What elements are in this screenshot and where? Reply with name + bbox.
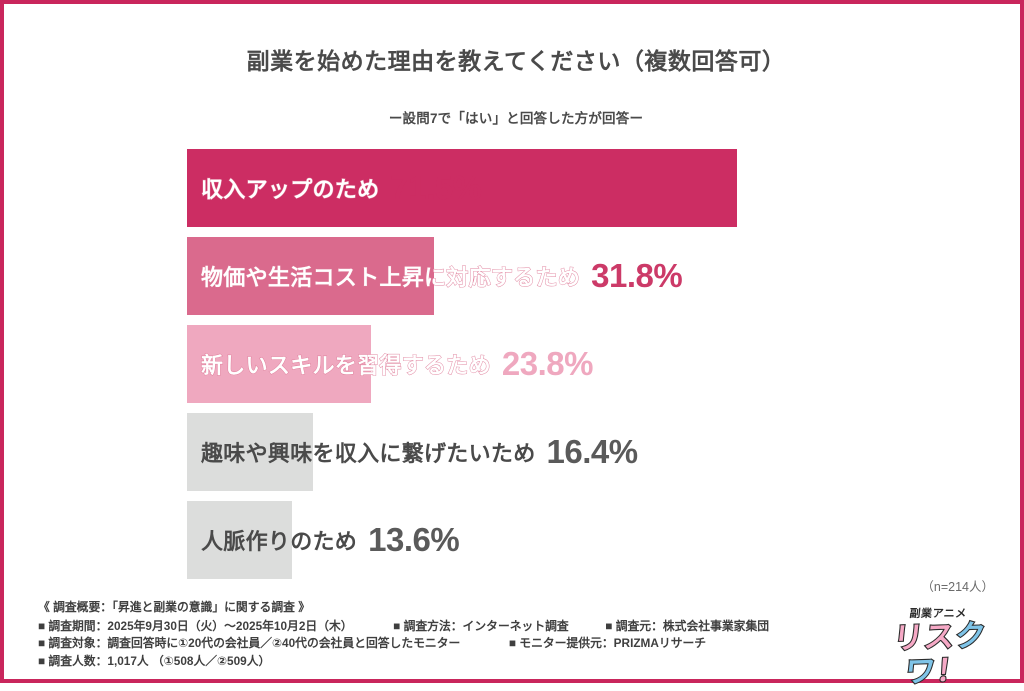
bar-value: 23.8% <box>501 345 594 382</box>
bar-value: 31.8% <box>591 257 683 294</box>
sample-size-note: （n=214人） <box>921 580 994 594</box>
survey-method: ■ 調査方法：インターネット調査 <box>393 618 569 633</box>
bar-row: 趣味や興味を収入に繋げたいため 16.4% <box>187 413 987 491</box>
bar-fill-0 <box>187 149 737 227</box>
bar-label: 趣味や興味を収入に繋げたいため <box>201 441 536 466</box>
survey-source: ■ 調査元：株式会社事業家集団 <box>605 618 770 633</box>
logo-wordmark: リスクワ！ <box>870 618 1006 691</box>
monitor-provider: ■ モニター提供元：PRIZMAリサーチ <box>508 636 707 650</box>
bar-fill-4 <box>187 501 292 579</box>
bar-value: 71.5% <box>390 169 482 206</box>
bar-fill-2 <box>187 325 371 403</box>
bar-label: 収入アップのため <box>201 177 380 203</box>
survey-target: ■ 調査対象：調査回答時に①20代の会社員／②40代の会社員と回答したモニター <box>38 636 461 650</box>
footnote-line-2: ■ 調査対象：調査回答時に①20代の会社員／②40代の会社員と回答したモニター … <box>38 635 868 653</box>
bar-value: 13.6% <box>368 521 460 558</box>
bar-row: 物価や生活コスト上昇に対応するため 31.8% <box>187 237 987 315</box>
bar-row: 収入アップのため 71.5% <box>187 149 987 227</box>
bar-text-3: 趣味や興味を収入に繋げたいため 16.4% <box>201 413 638 491</box>
bar-text-2: 新しいスキルを習得するため 23.8% <box>201 325 594 403</box>
bar-row: 新しいスキルを習得するため 23.8% <box>187 325 987 403</box>
bar-text-0: 収入アップのため 71.5% <box>201 149 482 227</box>
bar-chart: 収入アップのため 71.5% 物価や生活コスト上昇に対応するため 31.8% 新… <box>187 149 987 579</box>
bar-fill-1 <box>187 237 434 315</box>
bar-label: 新しいスキルを習得するため <box>201 353 492 379</box>
footnote-line-3: ■ 調査人数：1,017人 （①508人／②509人） <box>38 653 271 668</box>
bar-text-4: 人脈作りのため 13.6% <box>201 501 460 579</box>
bar-value: 16.4% <box>546 433 639 470</box>
page-title: 副業を始めた理由を教えてください（複数回答可） <box>246 48 786 74</box>
logo-part-a: リス <box>890 619 958 656</box>
footnote-heading: 《 調査概要：「昇進と副業の意識」に関する調査 》 <box>38 600 310 614</box>
footnote-line-1: ■ 調査期間：2025年9月30日（火）〜2025年10月2日（木） ■ 調査方… <box>38 618 868 636</box>
bar-fill-3 <box>187 413 313 491</box>
chart-subtitle: ー設問7で「はい」と回答した方が回答ー <box>388 111 644 126</box>
survey-footnotes: 《 調査概要：「昇進と副業の意識」に関する調査 》 ■ 調査期間：2025年9月… <box>38 599 868 670</box>
bar-text-1: 物価や生活コスト上昇に対応するため 31.8% <box>201 237 683 315</box>
bar-row: 人脈作りのため 13.6% <box>187 501 987 579</box>
survey-period: ■ 調査期間：2025年9月30日（火）〜2025年10月2日（木） <box>38 618 353 633</box>
bar-label: 物価や生活コスト上昇に対応するため <box>201 265 581 291</box>
brand-logo[interactable]: 副業アニメ リスクワ！ <box>874 608 1002 690</box>
bar-label: 人脈作りのため <box>201 529 358 554</box>
